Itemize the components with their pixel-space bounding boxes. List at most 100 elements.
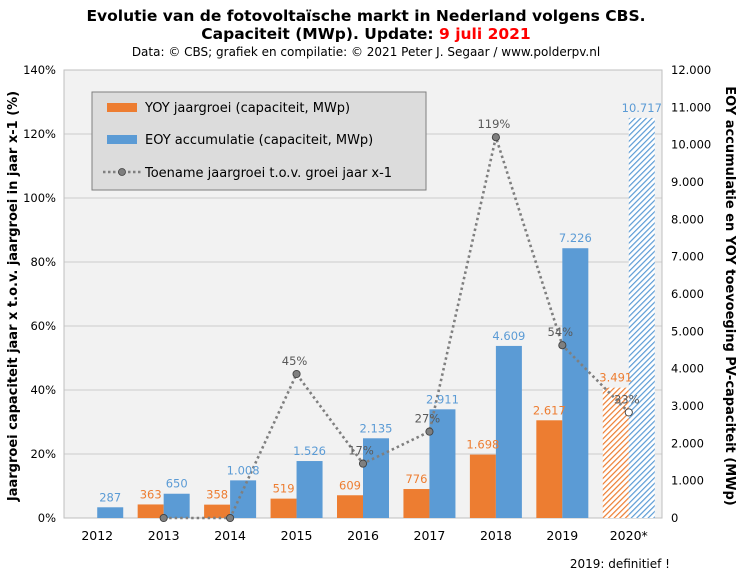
label-yoy-2013: 363 — [140, 487, 162, 501]
legend-label-growth: Toename jaargroei t.o.v. groei jaar x-1 — [144, 166, 392, 181]
bar-eoy-2020 — [628, 117, 655, 518]
chart-credits: Data: © CBS; grafiek en compilatie: © 20… — [132, 45, 600, 59]
right-tick-label: 10.000 — [671, 138, 711, 152]
right-tick-label: 12.000 — [671, 63, 711, 77]
chart-title: Evolutie van de fotovoltaïsche markt in … — [86, 7, 645, 25]
x-tick-label: 2015 — [281, 528, 313, 543]
x-tick-label: 2020* — [610, 528, 648, 543]
bar-eoy-2013 — [163, 493, 190, 518]
left-axis-ticks: 0% 20% 40% 60% 80% 100% 120% 140% — [23, 63, 56, 525]
x-tick-label: 2013 — [148, 528, 180, 543]
right-tick-label: 8.000 — [671, 212, 704, 226]
legend: YOY jaargroei (capaciteit, MWp) EOY accu… — [91, 91, 427, 191]
x-tick-label: 2019 — [546, 528, 578, 543]
label-growth-2019: 54% — [548, 325, 574, 339]
label-eoy-2020: 10.717 — [622, 101, 662, 115]
label-growth-2017: 27% — [415, 412, 441, 426]
label-yoy-2014: 358 — [206, 488, 228, 502]
x-tick-label: 2018 — [480, 528, 512, 543]
right-tick-label: 11.000 — [671, 100, 711, 114]
right-axis-ticks: 0 1.000 2.000 3.000 4.000 5.000 6.000 7.000 8.00… — [671, 63, 711, 525]
x-tick-label: 2017 — [414, 528, 446, 543]
bar-eoy-2016 — [363, 438, 389, 518]
bar-yoy-2014 — [204, 504, 231, 518]
right-tick-label: 2.000 — [671, 436, 704, 450]
label-yoy-2015: 519 — [273, 482, 295, 496]
label-growth-2018: 119% — [477, 117, 510, 131]
data-labels-layer: 287 363 650 358 1.008 519 1.526 609 2.135 776 2.91… — [99, 101, 662, 504]
label-eoy-2015: 1.526 — [293, 444, 326, 458]
bar-yoy-2016 — [337, 495, 363, 518]
growth-marker-2013 — [159, 513, 168, 523]
left-tick-label: 40% — [30, 383, 56, 397]
label-eoy-2012: 287 — [99, 490, 121, 504]
legend-box — [91, 91, 427, 191]
x-tick-label: 2016 — [347, 528, 379, 543]
right-tick-label: 3.000 — [671, 399, 704, 413]
left-tick-label: 0% — [38, 511, 56, 525]
bar-eoy-2017 — [429, 409, 456, 518]
label-yoy-2016: 609 — [339, 478, 361, 492]
right-axis-title: EOY accumulatie en YOY toevoeging PV-cap… — [722, 86, 737, 505]
footnote: 2019: definitief ! — [570, 557, 670, 571]
legend-swatch-yoy — [107, 103, 137, 112]
label-eoy-2014: 1.008 — [227, 463, 260, 477]
growth-marker-2017 — [425, 427, 434, 436]
left-tick-label: 140% — [23, 63, 56, 77]
left-tick-label: 60% — [30, 319, 56, 333]
chart-subtitle: Capaciteit (MWp). Update: 9 juli 2021 — [201, 25, 530, 43]
label-eoy-2013: 650 — [166, 477, 188, 491]
legend-label-yoy: YOY jaargroei (capaciteit, MWp) — [144, 101, 350, 116]
update-date: 9 juli 2021 — [439, 25, 531, 43]
label-growth-2020: 33% — [614, 392, 640, 406]
bar-yoy-2013 — [137, 504, 164, 518]
right-tick-label: 6.000 — [671, 287, 704, 301]
x-axis-ticks: 2012 2013 2014 2015 2016 2017 2018 2019 2020* — [81, 528, 647, 543]
bars-layer — [97, 117, 655, 518]
legend-swatch-eoy — [107, 135, 137, 144]
bar-eoy-2015 — [296, 461, 323, 518]
label-growth-2016: 17% — [348, 444, 374, 458]
legend-label-eoy: EOY accumulatie (capaciteit, MWp) — [145, 133, 373, 148]
bar-eoy-2018 — [495, 345, 522, 518]
bar-eoy-2019 — [562, 248, 589, 518]
right-tick-label: 0 — [671, 511, 678, 525]
right-tick-label: 9.000 — [671, 175, 704, 189]
left-tick-label: 100% — [23, 191, 56, 205]
growth-marker-2019 — [558, 341, 567, 350]
label-yoy-2019: 2.617 — [533, 403, 566, 417]
bar-yoy-2015 — [270, 498, 297, 518]
subtitle-prefix: Capaciteit (MWp). Update: — [201, 25, 439, 43]
label-eoy-2019: 7.226 — [559, 231, 592, 245]
growth-line-layer — [159, 132, 633, 523]
label-growth-2015: 45% — [282, 354, 308, 368]
growth-marker-2020 — [624, 408, 633, 417]
label-eoy-2018: 4.609 — [492, 329, 525, 343]
left-tick-label: 80% — [30, 255, 56, 269]
right-tick-label: 1.000 — [671, 474, 704, 488]
bar-eoy-2014 — [230, 480, 257, 518]
legend-marker-growth — [118, 168, 126, 176]
label-eoy-2017: 2.911 — [426, 392, 459, 406]
label-eoy-2016: 2.135 — [360, 421, 393, 435]
growth-marker-2018 — [491, 133, 500, 142]
right-tick-label: 5.000 — [671, 324, 704, 338]
bar-yoy-2017 — [403, 489, 430, 518]
label-yoy-2020: 3.491 — [599, 371, 632, 385]
bar-yoy-2018 — [469, 454, 496, 518]
growth-marker-2014 — [226, 513, 235, 523]
left-tick-label: 20% — [30, 447, 56, 461]
right-tick-label: 7.000 — [671, 250, 704, 264]
x-tick-label: 2014 — [214, 528, 246, 543]
left-axis-title: Jaargroei capaciteit jaar x t.o.v. jaarg… — [6, 91, 21, 502]
growth-marker-2015 — [292, 369, 301, 379]
bar-yoy-2019 — [536, 420, 563, 518]
x-tick-label: 2012 — [81, 528, 113, 543]
growth-marker-2016 — [358, 459, 368, 468]
left-tick-label: 120% — [23, 127, 56, 141]
bar-eoy-2012 — [97, 507, 124, 518]
right-tick-label: 4.000 — [671, 362, 704, 376]
label-yoy-2017: 776 — [405, 472, 427, 486]
label-yoy-2018: 1.698 — [466, 438, 499, 452]
